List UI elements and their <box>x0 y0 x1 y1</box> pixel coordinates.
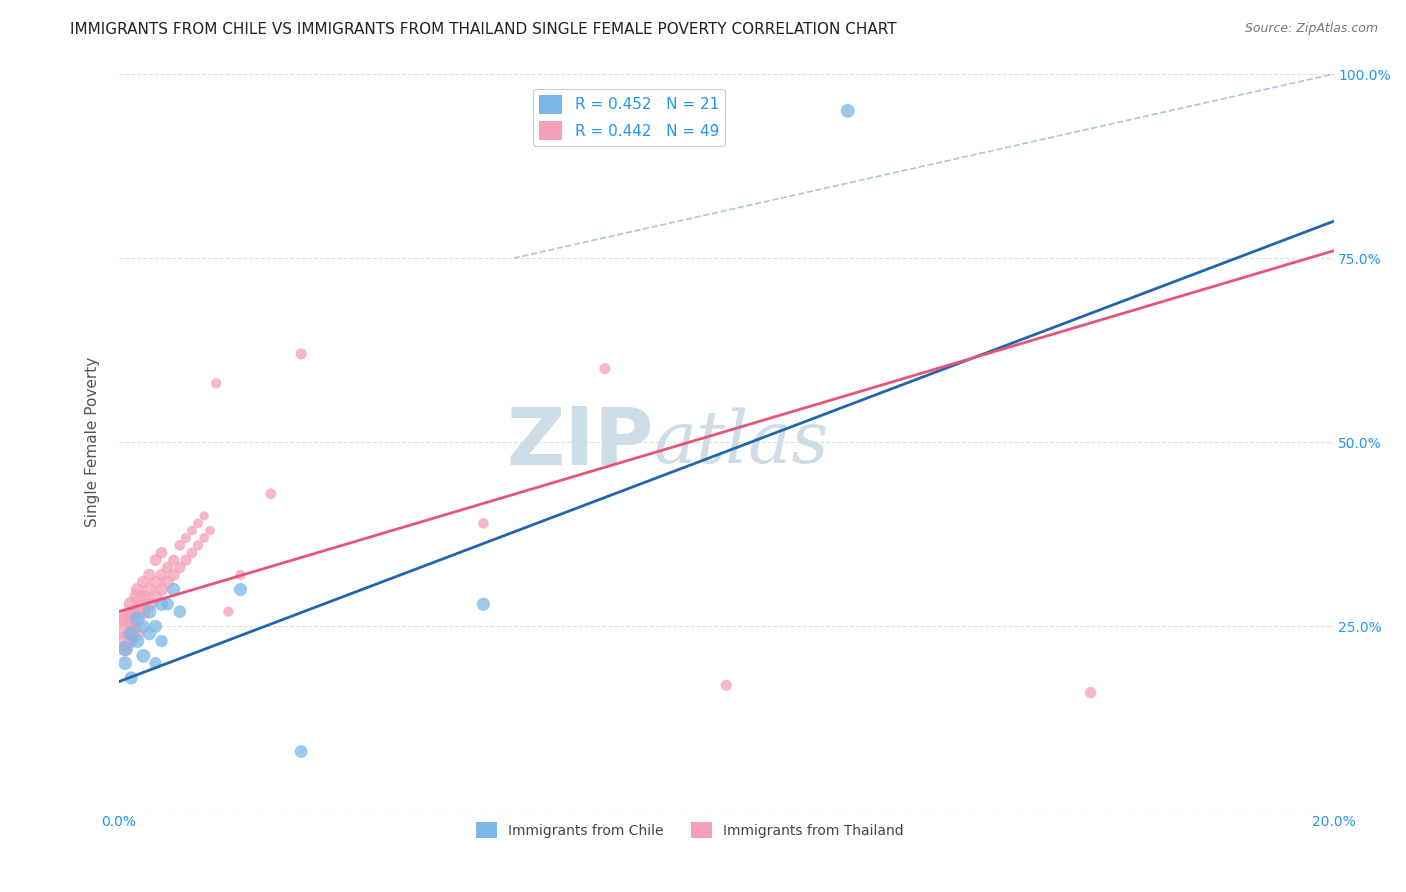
Point <box>138 582 160 597</box>
Point <box>132 619 155 633</box>
Point <box>716 678 738 692</box>
Point <box>150 546 173 560</box>
Point <box>156 560 179 574</box>
Point <box>120 626 142 640</box>
Point <box>145 590 167 604</box>
Point <box>163 553 186 567</box>
Point <box>132 575 155 590</box>
Point <box>205 376 228 391</box>
Point <box>593 361 616 376</box>
Point <box>229 582 252 597</box>
Point <box>114 612 136 626</box>
Point <box>145 553 167 567</box>
Point <box>169 538 191 552</box>
Point <box>150 634 173 648</box>
Point <box>193 531 215 545</box>
Point <box>217 605 239 619</box>
Point <box>145 656 167 670</box>
Point <box>120 612 142 626</box>
Point <box>290 745 312 759</box>
Point <box>138 567 160 582</box>
Point <box>132 648 155 663</box>
Point <box>169 560 191 574</box>
Text: atlas: atlas <box>654 407 830 477</box>
Point <box>472 597 495 611</box>
Point <box>150 582 173 597</box>
Point <box>180 524 202 538</box>
Point <box>114 619 136 633</box>
Point <box>114 634 136 648</box>
Point <box>198 524 221 538</box>
Text: ZIP: ZIP <box>506 403 654 482</box>
Point <box>120 626 142 640</box>
Point <box>163 582 186 597</box>
Point <box>187 538 209 552</box>
Point <box>163 567 186 582</box>
Point <box>169 605 191 619</box>
Point <box>156 597 179 611</box>
Point <box>180 546 202 560</box>
Point <box>187 516 209 531</box>
Point <box>127 605 149 619</box>
Y-axis label: Single Female Poverty: Single Female Poverty <box>86 357 100 527</box>
Point <box>132 605 155 619</box>
Point <box>120 597 142 611</box>
Text: Source: ZipAtlas.com: Source: ZipAtlas.com <box>1244 22 1378 36</box>
Point <box>120 671 142 685</box>
Legend: Immigrants from Chile, Immigrants from Thailand: Immigrants from Chile, Immigrants from T… <box>471 816 910 844</box>
Point <box>174 531 197 545</box>
Point <box>120 605 142 619</box>
Point <box>150 597 173 611</box>
Point <box>260 487 283 501</box>
Text: IMMIGRANTS FROM CHILE VS IMMIGRANTS FROM THAILAND SINGLE FEMALE POVERTY CORRELAT: IMMIGRANTS FROM CHILE VS IMMIGRANTS FROM… <box>70 22 897 37</box>
Point <box>145 575 167 590</box>
Point <box>132 590 155 604</box>
Point <box>837 103 859 118</box>
Point <box>127 634 149 648</box>
Point <box>229 567 252 582</box>
Point <box>472 516 495 531</box>
Point <box>150 567 173 582</box>
Point <box>127 626 149 640</box>
Point <box>127 612 149 626</box>
Point <box>156 575 179 590</box>
Point <box>145 619 167 633</box>
Point <box>1080 686 1102 700</box>
Point <box>290 347 312 361</box>
Point <box>138 605 160 619</box>
Point <box>138 597 160 611</box>
Point <box>127 582 149 597</box>
Point <box>127 590 149 604</box>
Point <box>114 656 136 670</box>
Point <box>174 553 197 567</box>
Point <box>114 641 136 656</box>
Point <box>193 508 215 523</box>
Point <box>114 641 136 656</box>
Point <box>138 626 160 640</box>
Point <box>120 634 142 648</box>
